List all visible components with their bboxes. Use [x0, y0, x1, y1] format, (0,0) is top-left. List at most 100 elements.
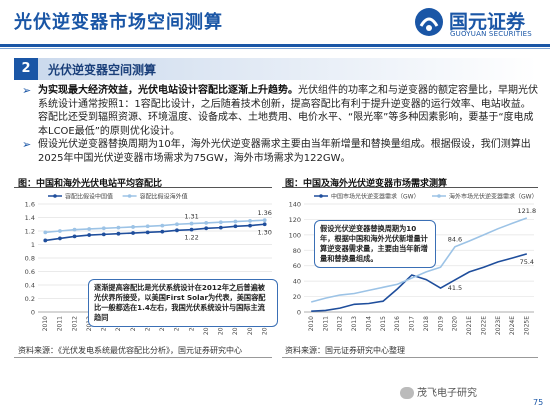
y-tick-label: 100	[289, 231, 301, 239]
bullet-1-body: 光伏组件的功率之和与逆变器的额定容量比，早期光伏系统设计通常按照1：1容配比设计…	[38, 85, 538, 137]
data-point	[189, 221, 194, 226]
x-tick-label: 2024E	[509, 316, 516, 335]
left-chart-annotation: 逐渐提高容配比是光伏系统设计在2012年之后普遍被光伏界所接受，以美国First…	[88, 279, 278, 327]
left-source-rule	[14, 357, 272, 358]
series-line-0	[45, 223, 265, 242]
y-tick-label: 1.2	[25, 228, 35, 236]
x-tick-label: 2022E	[480, 316, 487, 335]
data-point	[116, 231, 121, 236]
legend-label: 中国市场光伏逆变器需求（GW）	[331, 193, 420, 201]
data-point	[175, 228, 179, 233]
footer-watermark: 茂飞电子研究	[400, 384, 477, 399]
y-tick-label: 0.6	[25, 268, 35, 276]
section-title: 光伏逆变器空间测算	[48, 63, 157, 77]
left-chart-source: 资料来源：《光伏发电系统最优容配比分析》，国元证券研究中心	[18, 346, 242, 355]
x-tick-label: 2015	[380, 316, 387, 331]
y-tick-label: 1	[31, 241, 35, 249]
company-logo: 国元证券 GUOYUAN SECURITIES	[413, 6, 545, 40]
data-point	[262, 218, 267, 223]
logo-subtitle: GUOYUAN SECURITIES	[450, 30, 532, 38]
data-label: 41.5	[448, 284, 462, 292]
data-point	[233, 224, 238, 229]
data-point	[145, 224, 150, 229]
x-tick-label: 2013	[351, 316, 358, 331]
data-label: 1.36	[257, 209, 271, 217]
data-point	[116, 225, 121, 230]
data-point	[160, 223, 165, 228]
data-label: 121.8	[518, 207, 537, 215]
data-point	[131, 225, 135, 229]
legend-label: 容配比假设海外值	[140, 193, 188, 201]
data-point	[262, 222, 267, 227]
x-tick-label: 2017	[409, 316, 416, 331]
data-point	[43, 230, 48, 235]
data-label: 1.30	[257, 228, 271, 236]
legend-label: 海外市场光伏逆变器需求（GW）	[449, 193, 538, 201]
bullet-1-lead: 为实现最大经济效益，光伏电站设计容配比逐渐上升趋势。	[38, 85, 298, 96]
header-rule	[0, 44, 550, 47]
left-chart-title: 图：中国和海外光伏电站平均容配比	[18, 179, 163, 189]
data-point	[72, 227, 77, 232]
data-label: 84.6	[448, 236, 462, 244]
section-number: 2	[14, 58, 38, 80]
y-tick-label: 0.2	[25, 295, 35, 303]
x-tick-label: 2019	[437, 316, 444, 331]
x-tick-label: 2011	[57, 316, 64, 331]
right-chart-annotation: 假设光伏逆变器替换周期为10年，根据中国和海外光伏新增量计算逆变器需求量，主要由…	[314, 220, 436, 268]
data-point	[58, 236, 62, 241]
y-tick-label: 0.8	[25, 255, 35, 263]
x-tick-label: 2012	[337, 316, 344, 331]
data-point	[145, 230, 150, 235]
data-point	[160, 229, 165, 234]
data-point	[233, 219, 238, 224]
bullet-paragraph-1: 为实现最大经济效益，光伏电站设计容配比逐渐上升趋势。光伏组件的功率之和与逆变器的…	[38, 84, 538, 138]
y-tick-label: 120	[289, 216, 301, 224]
series-line-1	[310, 217, 528, 303]
data-point	[218, 220, 223, 225]
y-tick-label: 60	[293, 262, 301, 270]
x-tick-label: 2016	[394, 316, 401, 331]
section-bar	[14, 58, 537, 80]
data-point	[204, 221, 209, 225]
bullet-paragraph-2: 假设光伏逆变器替换周期为10年，海外光伏逆变器需求主要由当年新增量和替换量组成。…	[38, 139, 531, 164]
y-tick-label: 40	[293, 278, 301, 286]
series-line-0	[311, 253, 528, 313]
series-line-1	[45, 219, 265, 234]
data-point	[131, 231, 135, 235]
x-tick-label: 2014	[365, 316, 372, 331]
data-point	[189, 227, 194, 232]
x-tick-label: 2011	[322, 316, 329, 331]
y-tick-label: 0	[31, 309, 35, 317]
page-title: 光伏逆变器市场空间测算	[14, 12, 223, 33]
y-tick-label: 20	[293, 293, 301, 301]
right-chart-title: 图：中国及海外光伏逆变器市场需求测算	[285, 179, 448, 189]
wechat-icon	[400, 387, 414, 399]
data-point	[101, 232, 106, 237]
legend-marker	[437, 194, 441, 198]
data-point	[218, 225, 223, 230]
right-chart: 0 20 40 60 80 100 120 140 2010 2011 2012 2013 2014 20…	[289, 193, 538, 336]
y-tick-label: 0	[297, 309, 301, 317]
x-tick-label: 2010	[308, 316, 315, 331]
logo-emblem-icon	[415, 8, 443, 36]
bullet-arrow-icon: ➢	[22, 138, 32, 151]
y-tick-label: 0.4	[25, 282, 35, 290]
data-point	[43, 238, 48, 243]
data-point	[87, 227, 92, 231]
x-tick-label: 2012	[71, 316, 78, 331]
data-point	[101, 226, 106, 231]
legend-marker	[127, 194, 132, 198]
data-point	[175, 222, 179, 227]
x-tick-label: 2025E	[524, 316, 531, 335]
x-tick-label: 2018	[423, 316, 430, 331]
legend-marker	[319, 194, 323, 198]
data-label: 1.22	[184, 234, 198, 242]
legend-label: 容配比假设中国值	[65, 193, 113, 201]
data-label: 75.4	[520, 258, 534, 266]
bullet-arrow-icon: ➢	[22, 84, 32, 97]
x-tick-label: 2020	[452, 316, 459, 331]
y-tick-label: 80	[293, 247, 301, 255]
y-tick-label: 1.6	[25, 201, 35, 209]
logo-text: 国元证券	[449, 11, 526, 33]
y-tick-label: 1.4	[25, 214, 35, 222]
